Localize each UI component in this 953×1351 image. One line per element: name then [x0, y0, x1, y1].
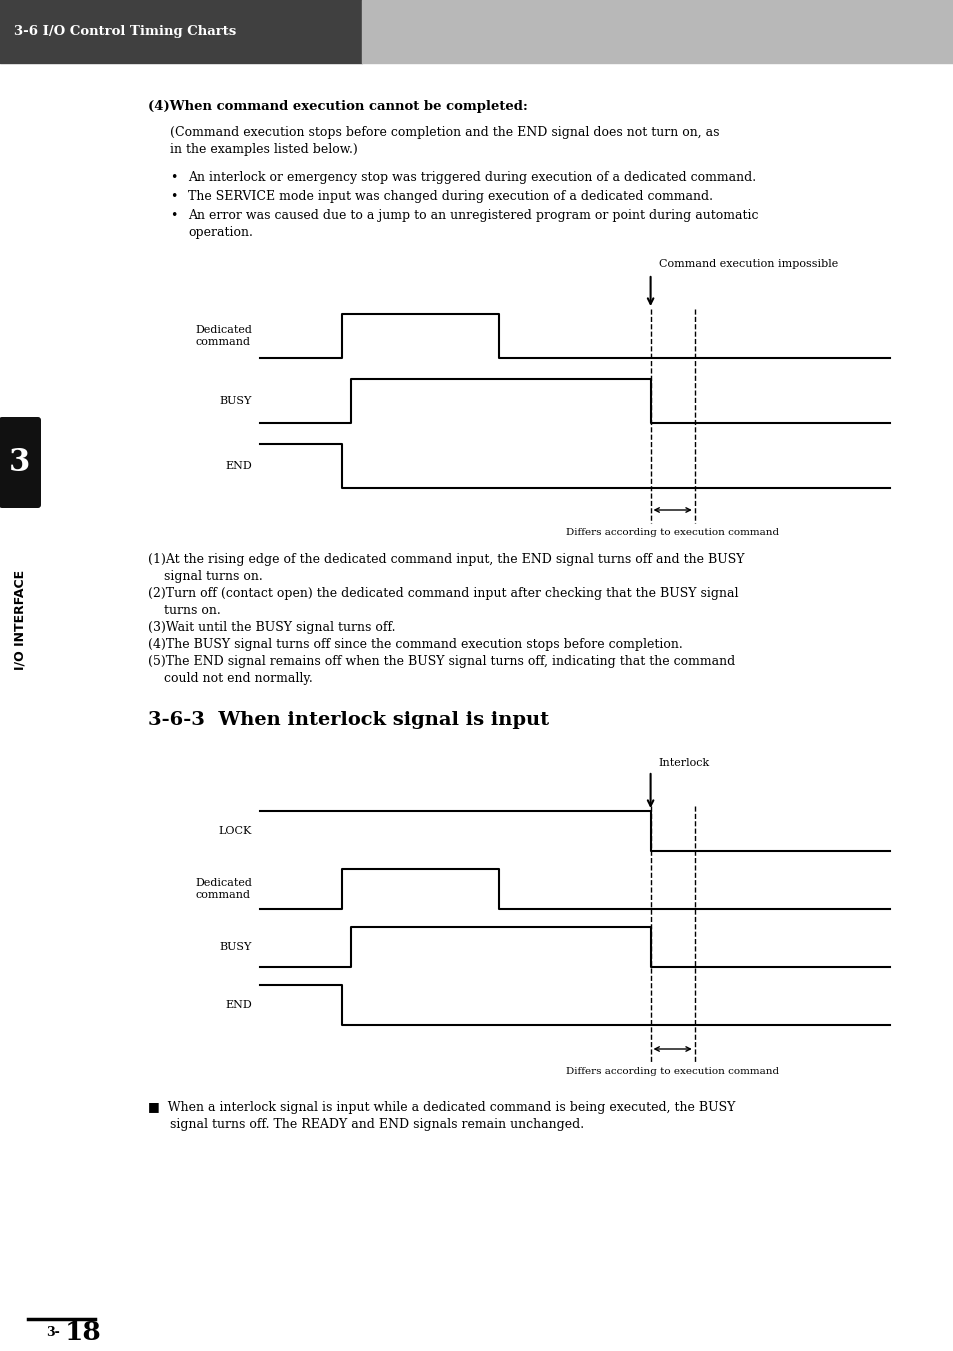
Text: Interlock: Interlock [658, 758, 709, 767]
Text: END: END [225, 461, 252, 471]
Text: Differs according to execution command: Differs according to execution command [565, 1067, 779, 1075]
Text: (2)Turn off (contact open) the dedicated command input after checking that the B: (2)Turn off (contact open) the dedicated… [148, 586, 738, 600]
Text: Dedicated
command: Dedicated command [195, 326, 252, 347]
Text: •: • [170, 209, 177, 222]
Text: in the examples listed below.): in the examples listed below.) [170, 143, 357, 155]
Text: could not end normally.: could not end normally. [148, 671, 313, 685]
Text: (3)Wait until the BUSY signal turns off.: (3)Wait until the BUSY signal turns off. [148, 621, 395, 634]
Text: 3: 3 [10, 447, 30, 478]
Text: turns on.: turns on. [148, 604, 220, 617]
Text: •: • [170, 172, 177, 184]
Text: BUSY: BUSY [219, 942, 252, 952]
Text: LOCK: LOCK [218, 825, 252, 836]
Text: signal turns off. The READY and END signals remain unchanged.: signal turns off. The READY and END sign… [158, 1119, 583, 1131]
Text: •: • [170, 190, 177, 203]
Text: Command execution impossible: Command execution impossible [658, 259, 837, 269]
Text: Differs according to execution command: Differs according to execution command [565, 528, 779, 536]
Text: operation.: operation. [188, 226, 253, 239]
FancyBboxPatch shape [0, 417, 41, 508]
Text: An error was caused due to a jump to an unregistered program or point during aut: An error was caused due to a jump to an … [188, 209, 758, 222]
Text: I/O INTERFACE: I/O INTERFACE [13, 570, 27, 670]
Text: Dedicated
command: Dedicated command [195, 878, 252, 900]
Text: BUSY: BUSY [219, 396, 252, 407]
Text: (1)At the rising edge of the dedicated command input, the END signal turns off a: (1)At the rising edge of the dedicated c… [148, 553, 743, 566]
Text: END: END [225, 1000, 252, 1011]
Text: (5)The END signal remains off when the BUSY signal turns off, indicating that th: (5)The END signal remains off when the B… [148, 655, 735, 667]
Text: 3-6 I/O Control Timing Charts: 3-6 I/O Control Timing Charts [14, 26, 236, 38]
Text: (4)The BUSY signal turns off since the command execution stops before completion: (4)The BUSY signal turns off since the c… [148, 638, 682, 651]
Text: 3-6-3  When interlock signal is input: 3-6-3 When interlock signal is input [148, 711, 549, 730]
Text: 3-: 3- [46, 1325, 60, 1339]
Text: (Command execution stops before completion and the END signal does not turn on, : (Command execution stops before completi… [170, 126, 719, 139]
Text: (4)When command execution cannot be completed:: (4)When command execution cannot be comp… [148, 100, 527, 113]
Text: signal turns on.: signal turns on. [148, 570, 262, 584]
Text: The SERVICE mode input was changed during execution of a dedicated command.: The SERVICE mode input was changed durin… [188, 190, 712, 203]
Text: ■  When a interlock signal is input while a dedicated command is being executed,: ■ When a interlock signal is input while… [148, 1101, 735, 1115]
Text: An interlock or emergency stop was triggered during execution of a dedicated com: An interlock or emergency stop was trigg… [188, 172, 756, 184]
Text: 18: 18 [65, 1320, 102, 1344]
